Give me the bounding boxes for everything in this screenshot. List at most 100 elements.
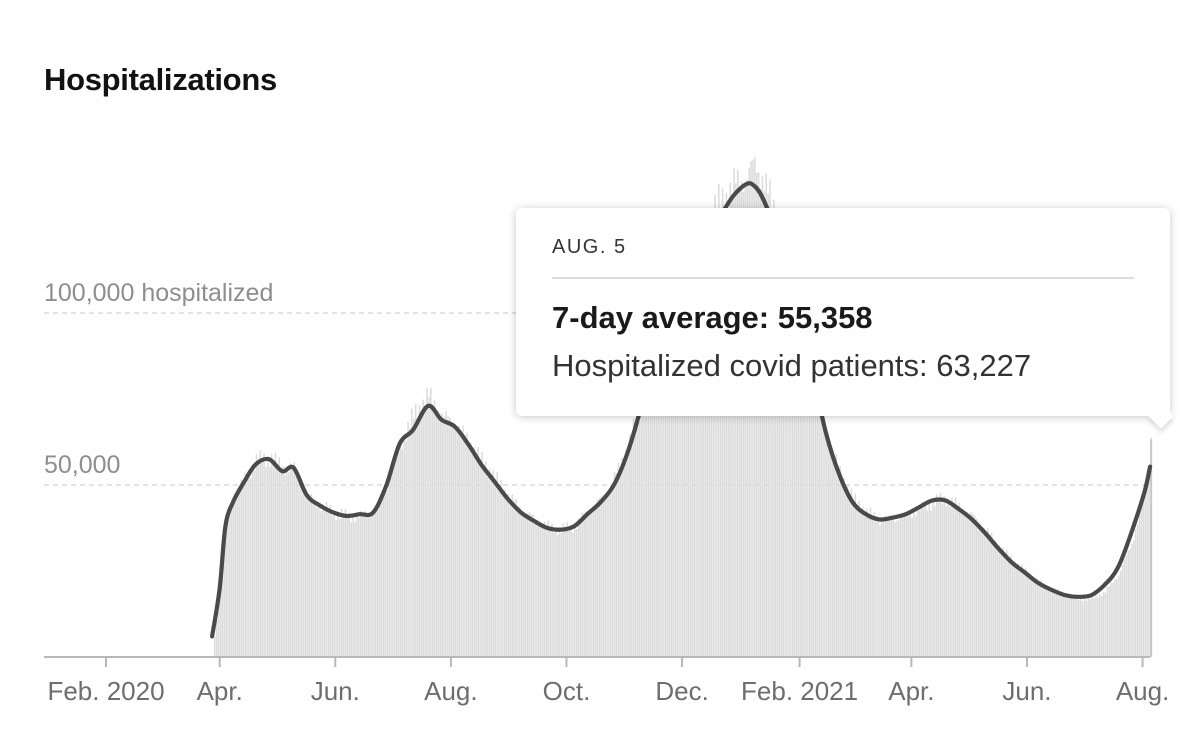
daily-bar — [651, 344, 654, 657]
daily-bar — [431, 405, 434, 657]
daily-bar — [467, 445, 470, 657]
daily-bar — [1008, 558, 1010, 657]
daily-bar — [261, 462, 263, 657]
daily-bar — [951, 497, 953, 657]
daily-bar — [964, 514, 966, 657]
daily-bar — [422, 399, 424, 657]
daily-bar — [674, 300, 677, 657]
daily-bar — [990, 532, 993, 657]
daily-bar — [1089, 599, 1092, 657]
daily-bar — [983, 527, 985, 657]
daily-bar — [339, 518, 341, 657]
daily-bar — [886, 518, 889, 657]
daily-bar — [297, 474, 299, 657]
daily-bar — [1017, 563, 1020, 657]
daily-bar — [606, 491, 608, 657]
daily-bar — [953, 504, 955, 657]
daily-bar — [634, 427, 637, 657]
daily-bar — [306, 493, 309, 657]
daily-bar — [721, 188, 724, 658]
daily-bar — [903, 514, 906, 657]
daily-bar — [469, 442, 472, 657]
daily-bar — [1117, 575, 1120, 657]
daily-bar — [729, 182, 731, 657]
daily-bar — [763, 191, 766, 658]
daily-bar — [701, 238, 703, 658]
daily-bar — [1055, 589, 1057, 657]
daily-bar — [450, 422, 453, 657]
daily-bar — [731, 194, 733, 657]
daily-bar — [619, 468, 622, 657]
daily-bar — [845, 490, 847, 657]
daily-bar — [435, 416, 438, 657]
daily-bar — [420, 418, 423, 657]
daily-bar — [464, 434, 466, 657]
daily-bar — [409, 428, 411, 657]
daily-bar — [791, 279, 794, 657]
daily-bar — [223, 544, 226, 657]
daily-bar — [909, 513, 912, 657]
daily-bar — [430, 387, 432, 657]
gridline-label-100000: 100,000 hospitalized — [44, 279, 273, 307]
daily-bar — [822, 413, 824, 657]
daily-bar — [443, 416, 445, 657]
daily-bar — [970, 511, 972, 657]
daily-bar — [594, 505, 597, 657]
daily-bar — [862, 507, 864, 657]
daily-bar — [1028, 573, 1031, 657]
daily-bar — [767, 193, 769, 657]
daily-bar — [399, 439, 402, 657]
daily-bar — [644, 383, 646, 657]
daily-bar — [526, 513, 529, 657]
daily-bar — [316, 507, 318, 657]
daily-bar — [1085, 600, 1088, 657]
daily-bar — [485, 461, 487, 657]
daily-bar — [831, 448, 834, 657]
daily-bar — [1098, 594, 1101, 657]
daily-bar — [972, 513, 974, 657]
daily-bar — [517, 506, 519, 657]
daily-bar — [558, 526, 561, 657]
daily-bar — [541, 527, 544, 657]
daily-bar — [265, 467, 267, 657]
daily-bar — [1059, 592, 1061, 657]
daily-bar — [268, 466, 271, 657]
daily-bar — [1064, 595, 1067, 657]
x-tick-label: Jun. — [311, 676, 360, 706]
daily-bar — [1146, 469, 1148, 657]
daily-bar — [714, 195, 716, 657]
daily-bar — [1013, 561, 1016, 657]
daily-bar — [503, 489, 506, 657]
daily-bar — [725, 192, 728, 657]
daily-bar — [994, 540, 997, 657]
daily-bar — [304, 492, 307, 657]
daily-bar — [488, 468, 491, 657]
daily-bar — [683, 258, 686, 657]
daily-bar — [608, 491, 610, 657]
daily-bar — [221, 567, 224, 657]
daily-bar — [928, 502, 930, 657]
daily-bar — [672, 303, 675, 657]
daily-bar — [234, 499, 237, 657]
daily-bar — [727, 212, 730, 657]
daily-bar — [975, 518, 978, 657]
daily-bar — [742, 192, 745, 657]
daily-bar — [966, 511, 968, 657]
tooltip-patient-count: Hospitalized covid patients: 63,227 — [552, 348, 1032, 383]
daily-bar — [710, 211, 713, 657]
daily-bar — [227, 517, 229, 657]
daily-bar — [591, 513, 593, 657]
daily-bar — [308, 495, 311, 657]
daily-bar — [850, 488, 853, 657]
daily-bar — [1080, 597, 1082, 657]
daily-bar — [871, 516, 874, 657]
daily-bar — [375, 506, 377, 657]
daily-bar — [856, 505, 858, 657]
gridlines: 50,000 100,000 hospitalized — [44, 279, 1150, 486]
daily-bar — [437, 411, 440, 657]
daily-bar — [287, 472, 290, 657]
gridline-label-50000: 50,000 — [44, 451, 120, 479]
daily-bar — [373, 513, 375, 657]
daily-bar — [539, 522, 542, 657]
daily-bar — [890, 519, 893, 657]
